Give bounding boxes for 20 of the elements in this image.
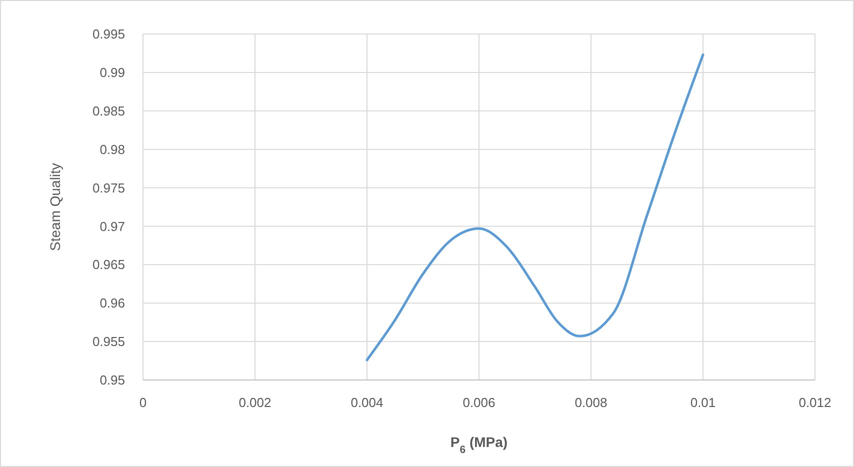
x-tick-label: 0 bbox=[139, 395, 147, 410]
x-axis-title: P$_{6}$ (MPa) bbox=[450, 434, 508, 456]
y-tick-label: 0.97 bbox=[100, 218, 125, 234]
x-tick-label: 0.004 bbox=[350, 395, 384, 410]
x-tick-label: 0.012 bbox=[798, 395, 832, 410]
x-tick-label: 0.006 bbox=[462, 395, 496, 410]
y-tick-label: 0.965 bbox=[92, 257, 125, 272]
y-tick-label: 0.96 bbox=[100, 296, 125, 311]
y-axis-title: Steam Quality bbox=[47, 163, 63, 251]
x-tick-label: 0.008 bbox=[574, 395, 608, 410]
y-tick-label: 0.955 bbox=[92, 334, 125, 350]
y-tick-label: 0.975 bbox=[92, 180, 125, 196]
line-series bbox=[366, 54, 704, 362]
y-tick-label: 0.95 bbox=[100, 372, 125, 388]
y-tick-label: 0.98 bbox=[100, 142, 125, 157]
x-tick-label: 0.002 bbox=[238, 395, 272, 410]
y-tick-label: 0.995 bbox=[92, 26, 125, 42]
x-tick-label: 0.01 bbox=[690, 395, 716, 410]
y-tick-label: 0.99 bbox=[100, 64, 125, 80]
y-tick-label: 0.985 bbox=[92, 103, 125, 118]
